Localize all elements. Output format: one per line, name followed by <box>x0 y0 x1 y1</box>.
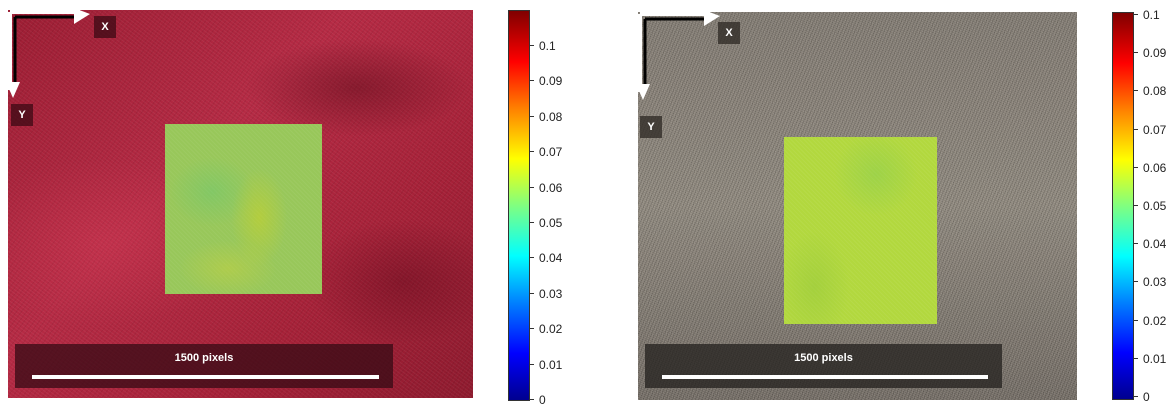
colorbar-tick-label: 0 <box>1134 390 1150 404</box>
scale-bar <box>32 375 379 379</box>
colorbar-tick-label: 0.08 <box>1133 84 1167 99</box>
strain-field-overlay <box>165 124 322 294</box>
scale-bar-box: 1500 pixels <box>15 344 393 388</box>
colorbar-tick-label: 0.09 <box>1133 46 1167 61</box>
colorbar-tick-label: 0.04 <box>1133 237 1167 252</box>
axis-arrows-icon <box>638 12 720 100</box>
left-colorbar <box>508 10 530 401</box>
scale-bar-label: 1500 pixels <box>174 352 234 364</box>
colorbar-tick-label: 0.07 <box>529 145 563 160</box>
colorbar-tick-label: 0.01 <box>529 357 563 372</box>
colorbar-tick-label: 0.05 <box>1133 199 1167 213</box>
colorbar-tick-label: 0 <box>530 393 546 407</box>
axis-y-label: Y <box>11 104 33 126</box>
axis-x-label: X <box>94 16 116 38</box>
colorbar-tick-label: 0.02 <box>529 322 563 337</box>
colorbar-tick-label: 0.04 <box>529 251 563 266</box>
colorbar-tick-label: 0.1 <box>530 39 556 53</box>
colorbar-tick-label: 0.05 <box>529 216 563 230</box>
colorbar-tick-label: 0.1 <box>1134 8 1160 22</box>
colorbar-tick-label: 0.01 <box>1133 351 1167 366</box>
axis-y-label: Y <box>640 116 662 138</box>
colorbar-tick-label: 0.07 <box>1133 122 1167 137</box>
left-strain-image: X Y 1500 pixels <box>8 10 473 398</box>
colorbar-tick-label: 0.08 <box>529 109 563 124</box>
colorbar-tick-label: 0.03 <box>1133 275 1167 290</box>
colorbar-tick-label: 0.03 <box>529 286 563 301</box>
axis-arrows-icon <box>8 10 90 98</box>
colorbar-tick-label: 0.02 <box>1133 313 1167 328</box>
colorbar-tick-label: 0.06 <box>1133 160 1167 175</box>
scale-bar <box>662 375 988 379</box>
colorbar-tick-label: 0.06 <box>529 180 563 195</box>
axis-x-label: X <box>718 22 740 44</box>
scale-bar-box: 1500 pixels <box>645 344 1002 388</box>
strain-field-overlay <box>784 137 937 324</box>
right-strain-image: X Y 1500 pixels <box>638 12 1077 400</box>
scale-bar-label: 1500 pixels <box>794 352 853 364</box>
colorbar-tick-label: 0.09 <box>529 74 563 89</box>
right-colorbar <box>1112 12 1134 400</box>
